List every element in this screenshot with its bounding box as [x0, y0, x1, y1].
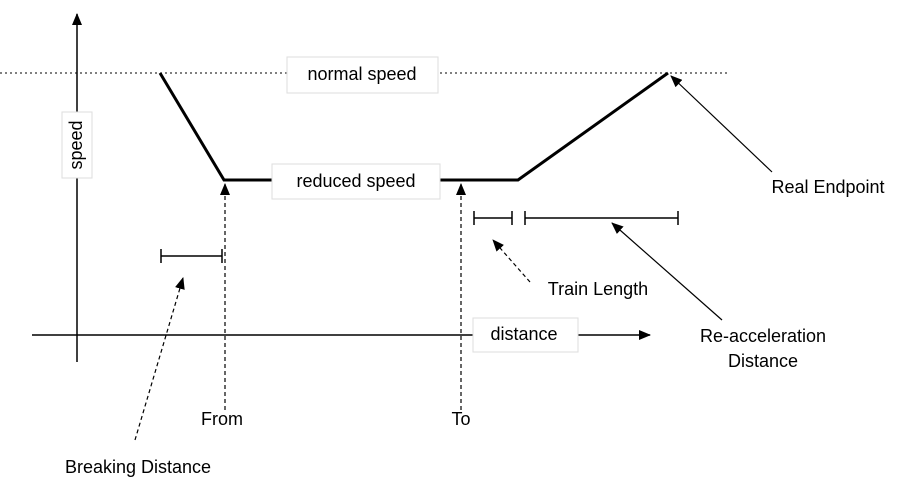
train-length-bracket	[473, 211, 513, 225]
y-axis-label: speed	[66, 120, 86, 169]
train-length-arrow	[492, 239, 531, 283]
normal-speed-label: normal speed	[307, 64, 416, 84]
reacceleration-bracket	[524, 211, 679, 225]
reduced-speed-label: reduced speed	[296, 171, 415, 191]
reduced-speed-box	[271, 163, 441, 200]
reacceleration-label: Distance	[728, 351, 798, 371]
train-length-label: Train Length	[548, 279, 648, 299]
normal-speed-box	[286, 56, 439, 94]
to-label: To	[451, 409, 470, 429]
breaking-distance-bracket	[160, 249, 223, 263]
breaking-distance-label: Breaking Distance	[65, 457, 211, 477]
breaking-distance-arrow	[134, 277, 185, 441]
distance-box	[472, 317, 579, 353]
reacceleration-arrow	[611, 222, 723, 321]
real-endpoint-arrow	[670, 75, 773, 173]
from-label: From	[201, 409, 243, 429]
real-endpoint-label: Real Endpoint	[771, 177, 884, 197]
reacceleration-label: Re-acceleration	[700, 326, 826, 346]
speed-box	[61, 111, 93, 179]
x-axis-label: distance	[490, 324, 557, 344]
